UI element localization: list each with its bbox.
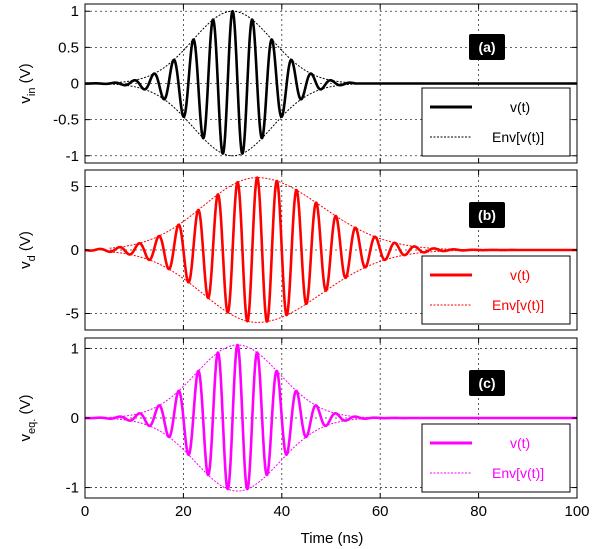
panel-label-badge bbox=[469, 370, 505, 396]
y-tick-label: 5 bbox=[71, 179, 79, 196]
panel-b: 5 0 -5 vd (V) (b) v(t) Env[v(t)] bbox=[17, 169, 579, 331]
x-tick-label: 100 bbox=[564, 503, 589, 520]
legend-envelope-label: Env[v(t)] bbox=[492, 465, 544, 481]
panel-label: (c) bbox=[478, 375, 495, 391]
y-tick-label: 1 bbox=[71, 3, 79, 20]
signal-line bbox=[83, 343, 579, 491]
x-tick-label: 40 bbox=[273, 503, 290, 520]
y-tick-label: 1 bbox=[71, 340, 79, 357]
panel-label-badge bbox=[469, 34, 505, 60]
legend-box bbox=[421, 255, 571, 325]
y-axis-label: veq. (V) bbox=[17, 395, 38, 442]
x-tick-label: 60 bbox=[372, 503, 389, 520]
y-axis-label: vin (V) bbox=[17, 63, 38, 103]
legend-box bbox=[421, 423, 571, 493]
legend-signal-label: v(t) bbox=[510, 267, 530, 283]
legend-signal-label: v(t) bbox=[510, 435, 530, 451]
x-tick-label: 80 bbox=[470, 503, 487, 520]
y-tick-label: 0 bbox=[71, 76, 79, 93]
y-tick-label: -1 bbox=[66, 480, 79, 497]
legend: v(t) Env[v(t)] bbox=[421, 423, 571, 493]
x-tick-label: 20 bbox=[175, 503, 192, 520]
legend-box bbox=[421, 87, 571, 157]
legend: v(t) Env[v(t)] bbox=[421, 87, 571, 157]
y-tick-label: 0 bbox=[71, 410, 79, 427]
y-tick-label: 0.5 bbox=[58, 39, 79, 56]
legend-envelope-label: Env[v(t)] bbox=[492, 297, 544, 313]
legend-signal-label: v(t) bbox=[510, 99, 530, 115]
legend: v(t) Env[v(t)] bbox=[421, 255, 571, 325]
y-tick-label: 0 bbox=[71, 242, 79, 259]
signal-line bbox=[83, 9, 579, 155]
y-tick-label: -5 bbox=[66, 305, 79, 322]
x-tick-label: 0 bbox=[81, 503, 89, 520]
panel-label: (b) bbox=[478, 207, 496, 223]
x-axis-label: Time (ns) bbox=[301, 530, 364, 547]
panel-a: 1 0.5 0 -0.5 -1 vin (V) (a) v(t) Env[v(t)] bbox=[17, 3, 579, 165]
panel-label: (a) bbox=[478, 39, 495, 55]
signal-line bbox=[83, 176, 579, 323]
envelope-lower-line bbox=[109, 83, 356, 157]
y-tick-label: -1 bbox=[66, 148, 79, 165]
y-axis-label: vd (V) bbox=[17, 231, 38, 269]
legend-envelope-label: Env[v(t)] bbox=[492, 129, 544, 145]
panels-group: 1 0.5 0 -0.5 -1 vin (V) (a) v(t) Env[v(t)] 5 0 -5 vd… bbox=[17, 3, 590, 520]
panel-label-badge bbox=[469, 202, 505, 228]
y-tick-label: -0.5 bbox=[53, 112, 79, 129]
